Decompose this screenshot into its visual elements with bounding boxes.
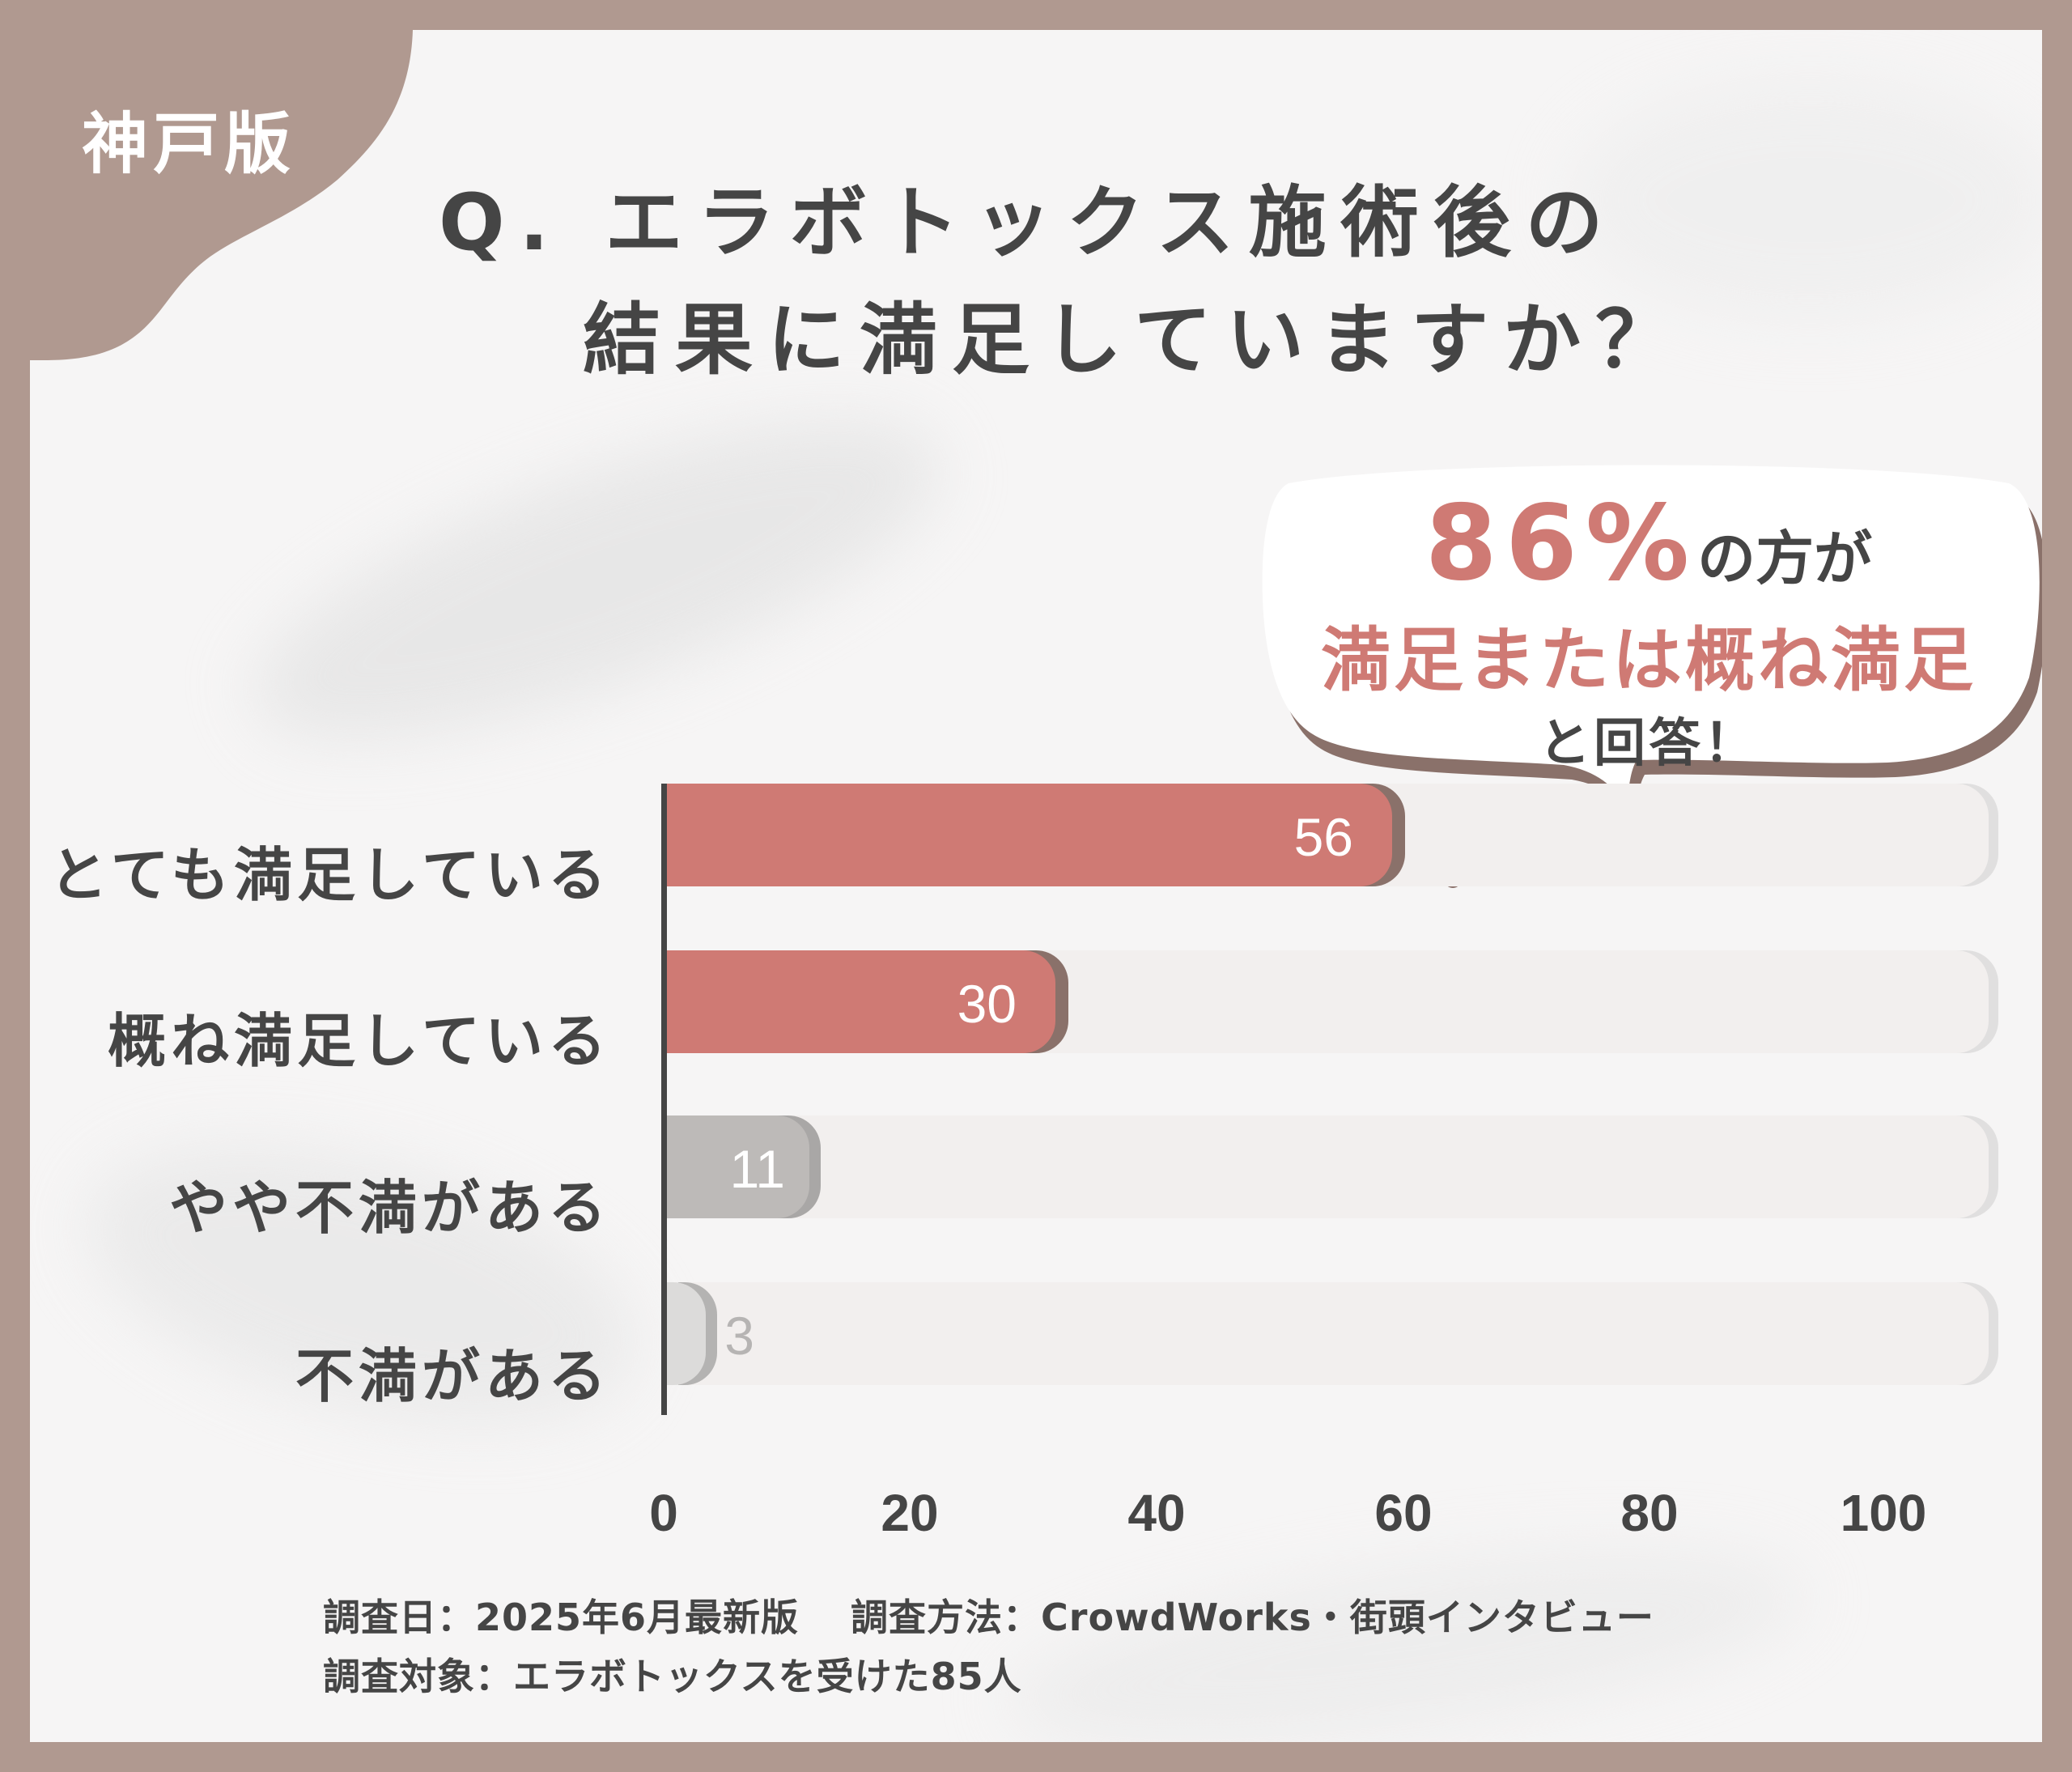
- x-tick: 60: [1374, 1484, 1433, 1542]
- background-swirl: [1568, 79, 2042, 321]
- category-label: とても満足している: [49, 841, 611, 909]
- callout-line1: 86%の方が: [1256, 483, 2041, 604]
- infographic-panel: 神戸版 Q. エラボトックス施術後の 結果に満足していますか？ 86%の方が 満…: [30, 30, 2042, 1742]
- survey-info-line2: 調査対象：エラボトックスを受けた85人: [323, 1655, 1022, 1698]
- background-swirl: [57, 1094, 667, 1476]
- bar-track: [667, 1282, 1989, 1385]
- x-tick: 40: [1127, 1484, 1186, 1542]
- bar-value: 11: [729, 1139, 785, 1199]
- category-label: 概ね満足している: [108, 1007, 611, 1075]
- x-tick: 80: [1620, 1484, 1679, 1542]
- question-title-line2: 結果に満足していますか？: [583, 295, 1688, 385]
- callout-line2: 満足または概ね満足: [1321, 620, 1976, 701]
- corner-badge-shape: [30, 30, 413, 361]
- bar-somewhat-dissatisfied: 11: [667, 1115, 809, 1218]
- bar-track: [667, 1115, 1989, 1218]
- callout-line3: と回答！: [1539, 714, 1759, 774]
- region-badge: 神戸版: [82, 106, 296, 183]
- question-title-line1: Q. エラボトックス施術後の: [439, 177, 1618, 268]
- x-tick: 100: [1840, 1484, 1927, 1542]
- category-label: 不満がある: [295, 1342, 611, 1410]
- x-tick: 20: [881, 1484, 939, 1542]
- callout-suffix: の方が: [1697, 525, 1873, 593]
- category-label: やや不満がある: [168, 1174, 611, 1242]
- bar-very-satisfied: 56: [667, 784, 1392, 886]
- bar-value: 30: [957, 974, 1017, 1034]
- survey-info-line1: 調査日：2025年6月最新版 調査方法：CrowdWorks・街頭インタビュー: [323, 1596, 1654, 1639]
- bar-value: 56: [1293, 807, 1353, 867]
- y-axis-line: [661, 784, 667, 1415]
- bar-dissatisfied: 3: [667, 1282, 754, 1385]
- x-tick: 0: [649, 1484, 678, 1542]
- callout-bubble: 86%の方が 満足または概ね満足 と回答！: [1256, 465, 2042, 823]
- callout-percent: 86%: [1424, 483, 1698, 604]
- bar-mostly-satisfied: 30: [667, 950, 1055, 1053]
- speech-bubble-shape: [1262, 465, 2042, 822]
- bar-value: 3: [724, 1306, 754, 1366]
- background-swirl: [218, 356, 975, 805]
